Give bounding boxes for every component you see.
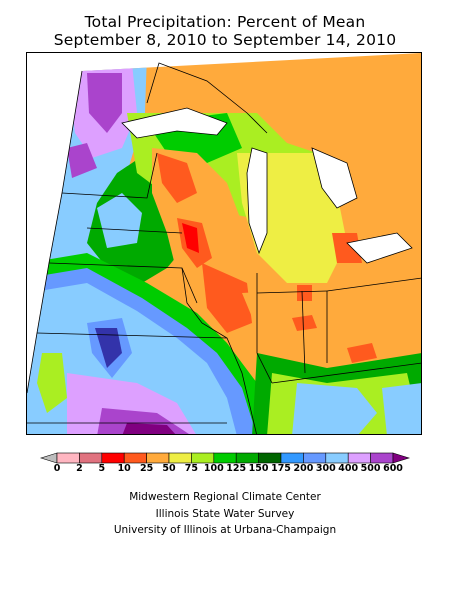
legend-swatch xyxy=(79,452,103,464)
darkpurple-sw-region xyxy=(122,423,177,434)
legend-tick-label: 600 xyxy=(383,463,403,474)
red-orange-wisconsin-s xyxy=(202,263,252,333)
no-data-area xyxy=(27,53,82,393)
red-indiana-spot xyxy=(297,285,312,301)
red-michigan-se-spot xyxy=(332,233,362,263)
lake-superior xyxy=(121,107,228,139)
red-orange-wisconsin-n xyxy=(157,153,197,203)
lake-huron xyxy=(311,147,358,209)
legend-swatch xyxy=(370,452,394,464)
color-scale-legend xyxy=(0,450,450,480)
lake-erie xyxy=(346,232,413,264)
credit-mrcc: Midwestern Regional Climate Center xyxy=(129,491,321,503)
legend-tick-label: 175 xyxy=(271,463,291,474)
legend-tick-label: 200 xyxy=(293,463,314,474)
lake-michigan xyxy=(246,147,268,255)
legend-swatch xyxy=(191,452,215,464)
legend-swatch xyxy=(101,452,125,464)
legend-tick-label: 0 xyxy=(53,463,61,474)
red-illinois-spot xyxy=(292,315,317,331)
legend-arrow-high xyxy=(392,452,411,464)
legend-swatch xyxy=(280,452,304,464)
legend-tick-label: 5 xyxy=(98,463,106,474)
legend-tick-label: 500 xyxy=(360,463,381,474)
lightblue-minnesota-region xyxy=(97,193,142,248)
legend-colorbar xyxy=(39,452,411,464)
legend-swatch xyxy=(56,452,80,464)
legend-tick-label: 400 xyxy=(338,463,359,474)
legend-arrow-low xyxy=(39,452,58,464)
legend-tick-label: 50 xyxy=(162,463,176,474)
precipitation-map xyxy=(26,52,422,435)
legend-tick-label: 10 xyxy=(117,463,131,474)
legend-tick-label: 150 xyxy=(248,463,269,474)
orange-ohio-valley xyxy=(242,283,421,373)
legend-swatch xyxy=(235,452,259,464)
red-wisconsin-peak xyxy=(182,223,199,253)
legend-tick-label: 2 xyxy=(76,463,83,474)
legend-tick-label: 100 xyxy=(203,463,224,474)
red-kentucky-spot xyxy=(347,343,377,363)
green-kansas-region xyxy=(37,353,67,413)
lightblue-southeast-region xyxy=(292,383,377,434)
precipitation-map-svg xyxy=(27,53,421,434)
legend-swatch xyxy=(123,452,147,464)
legend-swatch xyxy=(146,452,170,464)
purple-nd-region xyxy=(67,143,97,178)
state-boundaries xyxy=(27,62,421,434)
purple-nw-region xyxy=(87,73,122,133)
legend-swatch xyxy=(258,452,282,464)
legend-swatch xyxy=(325,452,349,464)
map-subtitle-date-range: September 8, 2010 to September 14, 2010 xyxy=(53,31,397,49)
legend-swatch xyxy=(168,452,192,464)
credit-isws: Illinois State Water Survey xyxy=(155,508,295,520)
legend-swatch xyxy=(347,452,371,464)
legend-swatch xyxy=(303,452,327,464)
legend-tick-label: 25 xyxy=(139,463,154,474)
legend-tick-label: 125 xyxy=(226,463,247,474)
map-title: Total Precipitation: Percent of Mean xyxy=(84,13,366,31)
legend-swatch xyxy=(213,452,237,464)
legend-tick-label: 300 xyxy=(315,463,336,474)
darkblue-iowa-region xyxy=(95,328,122,368)
lightblue-east-region xyxy=(382,383,421,434)
credit-uiuc: University of Illinois at Urbana-Champai… xyxy=(113,524,337,536)
legend-tick-label: 75 xyxy=(184,463,199,474)
